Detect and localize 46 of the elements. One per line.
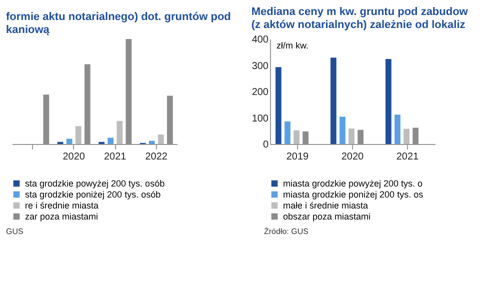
legend-label: obszar poza miastami [283, 212, 371, 222]
x-tick-label: 2021 [104, 152, 127, 162]
bar [108, 138, 114, 144]
legend-label: re i średnie miasta [25, 200, 99, 210]
bar [284, 121, 290, 144]
bar [126, 39, 132, 144]
y-tick-label: 0 [262, 140, 269, 150]
legend-label: miasta grodzkie powyżej 200 tys. o [283, 178, 423, 188]
y-tick-label: 100 [252, 113, 269, 124]
bar [348, 128, 354, 144]
bar [294, 130, 300, 144]
x-tick-label: 2019 [286, 152, 310, 162]
legend-label: sta grodzkie poniżej 200 tys. osób [25, 190, 161, 200]
x-tick-label: 2022 [145, 152, 168, 162]
x-tick-label: 2020 [341, 152, 364, 162]
bar [276, 67, 282, 144]
text: GUS [6, 227, 24, 236]
bar [43, 94, 50, 144]
bar [340, 116, 346, 144]
bar [148, 140, 155, 144]
legend-label: sta grodzkie powyżej 200 tys. osób [25, 178, 165, 188]
y-tick-label: 400 [252, 34, 269, 46]
x-tick-label: 2020 [62, 152, 86, 162]
bar [84, 64, 90, 144]
y-tick-label: 300 [252, 60, 269, 72]
bar [116, 120, 123, 144]
bar [404, 128, 410, 144]
bar [66, 138, 72, 144]
bar [167, 96, 173, 144]
y-axis-title: zł/m kw. [276, 40, 309, 50]
bar [412, 128, 418, 144]
x-tick-label: 2021 [396, 152, 420, 162]
bar [75, 126, 82, 144]
chart-title: Mediana ceny m kw. gruntu pod zabudow (z aktów notarialnych) zależnie od lokaliz [251, 6, 468, 31]
bar [330, 58, 336, 144]
text: Źródło: GUS [264, 227, 308, 236]
bar [358, 130, 364, 144]
bar [302, 131, 308, 144]
legend-label: miasta grodzkie poniżej 200 tys. os [283, 190, 424, 200]
y-tick-label: 200 [252, 87, 269, 98]
legend-label: zar poza miastami [25, 212, 98, 222]
bar [386, 58, 392, 144]
bar [158, 134, 164, 144]
legend-label: małe i średnie miasta [283, 200, 368, 210]
chart-title: formie aktu notarialnego) dot. gruntów pod kaniową [6, 11, 231, 36]
bar [394, 114, 400, 144]
